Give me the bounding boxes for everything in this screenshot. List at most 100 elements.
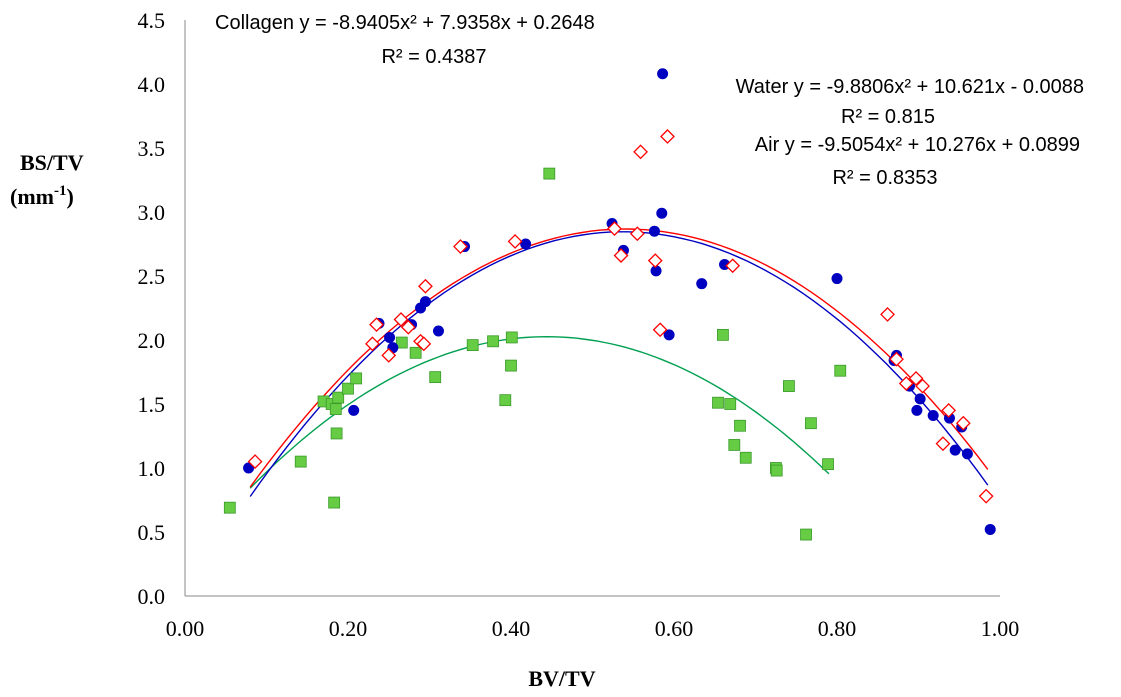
air-point [607,221,622,237]
collagen-point [717,328,729,341]
collagen-point [429,371,442,384]
water-point [949,444,961,456]
y-tick-label: 4.5 [138,8,166,33]
x-tick-label: 0.40 [492,616,531,641]
collagen-point [734,419,746,432]
air-point [652,322,668,338]
water-point [648,225,660,237]
y-tick-label: 1.5 [138,392,166,417]
collagen-equation-label: Collagen y = -8.9405x² + 7.9358x + 0.264… [215,12,595,34]
collagen-point [466,339,479,352]
y-tick-label: 2.5 [138,264,166,289]
air-point [613,248,629,263]
collagen-point [342,382,354,395]
water-trendline [249,231,989,497]
air-point [978,488,994,504]
air-point [381,347,397,363]
y-axis-unit: (mm-1) [10,183,74,209]
air-point [647,253,663,269]
water-point [384,331,396,343]
collagen-point [805,417,817,430]
water-point [984,523,996,535]
y-tick-label: 2.0 [138,328,166,353]
water-point [419,296,431,308]
collagen-point [834,364,847,377]
collagen-point [330,427,343,440]
collagen-r2-label: R² = 0.4387 [381,46,486,68]
x-tick-label: 0.00 [166,616,205,641]
collagen-point [543,167,556,180]
y-axis-unit-end: ) [66,184,73,209]
collagen-point [505,359,517,372]
x-tick-label: 0.60 [655,616,694,641]
air-point [416,336,432,352]
air-r2-label: R² = 0.8353 [832,167,937,189]
water-point [831,273,843,285]
air-point [935,436,951,452]
water-point [914,393,926,405]
air-point [889,351,904,367]
trendlines [249,228,989,497]
y-tick-label: 4.0 [138,72,166,97]
collagen-point [329,403,342,416]
air-point [908,370,924,386]
collagen-point [223,501,236,514]
air-point [633,144,649,160]
data-points [223,68,996,541]
collagen-point [487,335,499,348]
y-axis-unit-base: (mm [10,184,54,209]
water-point [927,410,939,422]
collagen-point [739,451,752,464]
x-axis-title: BV/TV [528,666,595,691]
y-axis-title: BS/TV [20,150,84,175]
water-point [243,462,255,474]
water-point [657,68,669,80]
air-equation-label: Air y = -9.5054x² + 10.276x + 0.0899 [755,134,1080,156]
water-point [432,325,444,337]
air-point [400,319,416,335]
y-axis-unit-sup: -1 [54,183,67,199]
air-point [247,454,263,470]
air-point [418,278,433,294]
air-point [725,258,741,274]
collagen-point [800,528,812,541]
air-point [393,312,409,327]
air-point [507,234,523,249]
y-tick-label: 0.0 [138,584,166,609]
x-tick-label: 1.00 [981,616,1020,641]
air-point [941,402,957,418]
y-tick-labels: 0.0 0.5 1.0 1.5 2.0 2.5 3.0 3.5 4.0 4.5 [138,8,166,609]
air-point [453,239,468,254]
collagen-point [350,372,363,385]
y-tick-label: 3.5 [138,136,166,161]
y-tick-label: 3.0 [138,200,166,225]
air-trendline [249,228,989,488]
water-point [663,329,675,341]
x-tick-label: 0.80 [818,616,857,641]
collagen-point [724,398,737,410]
collagen-point [712,396,724,409]
x-tick-label: 0.20 [329,616,368,641]
water-point [656,207,668,219]
air-point [915,378,930,394]
collagen-point [728,439,741,451]
water-point [348,404,360,416]
collagen-point [294,455,307,468]
collagen-point [499,394,512,407]
collagen-point [328,496,341,509]
air-point [955,415,971,431]
collagen-trendline [249,335,830,489]
collagen-point [770,464,783,477]
water-point [650,265,662,277]
water-point [961,448,973,460]
collagen-point [822,458,834,471]
water-r2-label: R² = 0.815 [841,106,935,128]
air-point [365,336,380,352]
water-point [911,404,923,416]
collagen-point [409,346,422,359]
collagen-point [395,336,408,349]
water-equation-label: Water y = -9.8806x² + 10.621x - 0.0088 [736,76,1084,98]
y-tick-label: 0.5 [138,520,166,545]
air-point [898,376,914,391]
air-point [660,129,675,144]
